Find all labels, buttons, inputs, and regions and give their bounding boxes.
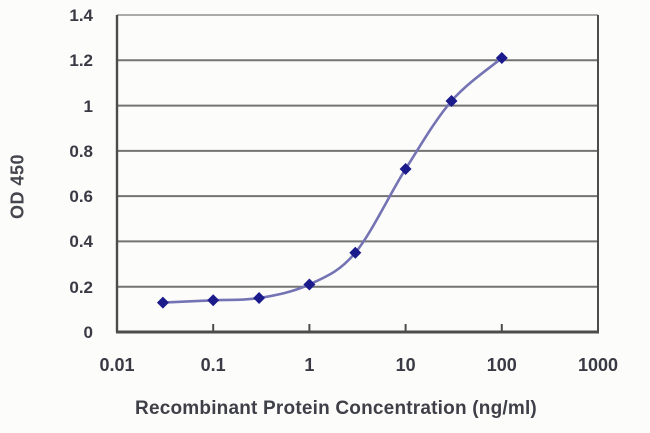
x-tick-label: 0.1 bbox=[200, 355, 226, 375]
y-tick-label: 0 bbox=[83, 323, 93, 342]
data-point-marker bbox=[253, 292, 266, 305]
data-point-marker bbox=[303, 278, 316, 291]
data-point-marker bbox=[207, 294, 220, 307]
y-tick-label: 0.2 bbox=[69, 277, 93, 297]
data-point-marker bbox=[445, 95, 458, 108]
data-point-marker bbox=[156, 296, 169, 309]
data-point-marker bbox=[349, 246, 362, 259]
series-line bbox=[162, 57, 503, 304]
y-tick-label: 1 bbox=[83, 96, 93, 116]
y-tick-label: 1.2 bbox=[69, 51, 93, 71]
x-tick-label: 10 bbox=[395, 355, 416, 375]
x-tick-label: 0.01 bbox=[99, 355, 135, 375]
data-point-marker bbox=[495, 52, 508, 65]
y-tick-label: 0.8 bbox=[69, 141, 93, 161]
x-tick-label: 1 bbox=[304, 355, 315, 375]
y-axis-title: OD 450 bbox=[7, 153, 28, 220]
x-axis-title: Recombinant Protein Concentration (ng/ml… bbox=[135, 398, 537, 419]
y-tick-label: 1.4 bbox=[69, 6, 93, 25]
x-tick-label: 100 bbox=[486, 355, 517, 375]
y-tick-label: 0.4 bbox=[69, 232, 93, 252]
data-point-marker bbox=[399, 162, 412, 175]
y-tick-label: 0.6 bbox=[69, 187, 93, 207]
x-tick-label: 1000 bbox=[577, 355, 619, 375]
